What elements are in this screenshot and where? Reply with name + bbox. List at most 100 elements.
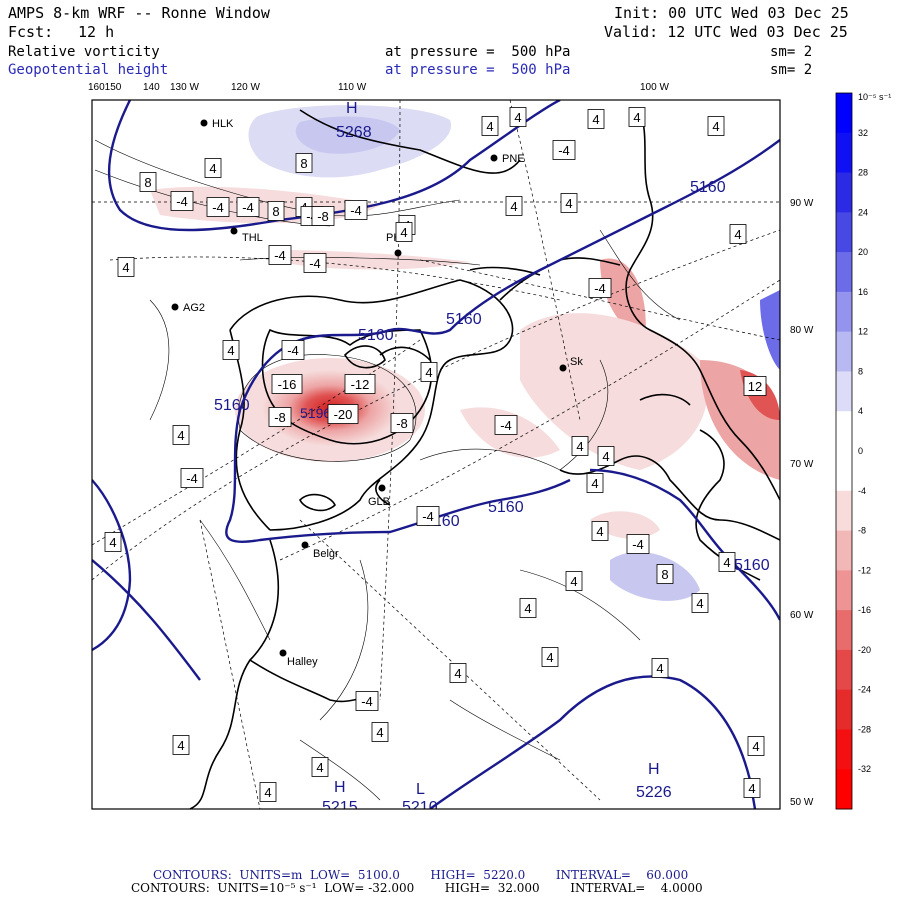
vorticity-value-label: 4: [743, 778, 761, 798]
vorticity-value-label: 4: [565, 571, 583, 591]
colorbar-swatch: [836, 291, 852, 333]
vorticity-value-label: 4: [117, 257, 135, 277]
svg-text:4: 4: [316, 760, 323, 775]
field1-level: at pressure = 500 hPa: [385, 44, 571, 60]
svg-text:4: 4: [734, 227, 741, 242]
colorbar-label: 16: [858, 287, 868, 297]
svg-text:-4: -4: [186, 471, 198, 486]
colorbar-label: 20: [858, 247, 868, 257]
field1-smoothing: sm= 2: [770, 44, 813, 60]
vorticity-value-label: 4: [222, 340, 240, 360]
svg-text:4: 4: [596, 524, 603, 539]
svg-text:4: 4: [592, 112, 599, 127]
vorticity-value-label: -4: [180, 468, 204, 488]
svg-text:4: 4: [591, 476, 598, 491]
lon-label-160: 160150: [88, 82, 122, 93]
vorticity-value-label: 8: [656, 564, 674, 584]
vorticity-value-label: 4: [560, 193, 578, 213]
model-title: AMPS 8-km WRF -- Ronne Window: [8, 4, 270, 22]
svg-text:4: 4: [712, 119, 719, 134]
svg-text:4: 4: [425, 365, 432, 380]
vorticity-value-label: 4: [628, 107, 646, 127]
vorticity-value-label: 4: [204, 158, 222, 178]
vorticity-value-label: 4: [259, 782, 277, 802]
colorbar-swatch: [836, 411, 852, 452]
vorticity-value-label: 4: [395, 222, 413, 242]
height-value: 5160: [214, 397, 250, 414]
footer-height-contours: CONTOURS: UNITS=m LOW= 5100.0 HIGH= 5220…: [153, 868, 689, 882]
field2-level: at pressure = 500 hPa: [385, 62, 571, 78]
vorticity-value-label: 4: [172, 425, 190, 445]
lon-label-100w: 100 W: [640, 82, 669, 93]
svg-text:12: 12: [748, 379, 762, 394]
height-value: 5215: [322, 799, 358, 816]
lat-label-80w: 80 W: [790, 325, 814, 336]
footer-vorticity-contours: CONTOURS: UNITS=10⁻⁵ s⁻¹ LOW= -32.000 HI…: [131, 881, 703, 895]
height-value: 5196: [300, 405, 331, 421]
high-label: H: [648, 761, 660, 778]
vorticity-value-label: 4: [691, 593, 709, 613]
height-value: 5160: [690, 179, 726, 196]
vorticity-value-label: 4: [597, 446, 615, 466]
svg-text:8: 8: [272, 204, 279, 219]
svg-text:4: 4: [748, 781, 755, 796]
low-label: L: [416, 781, 425, 798]
vorticity-value-label: -20: [327, 404, 359, 424]
station-pne: PNE: [502, 153, 525, 165]
vorticity-value-label: 4: [371, 722, 389, 742]
svg-text:4: 4: [752, 739, 759, 754]
svg-text:-20: -20: [334, 407, 353, 422]
colorbar-swatch: [836, 451, 852, 492]
svg-text:4: 4: [576, 439, 583, 454]
svg-text:4: 4: [723, 555, 730, 570]
colorbar-swatch: [836, 132, 852, 174]
svg-text:4: 4: [602, 449, 609, 464]
height-value: 5268: [336, 124, 372, 141]
vorticity-value-label: 4: [420, 362, 438, 382]
vorticity-value-label: -4: [552, 140, 576, 160]
init-time: Init: 00 UTC Wed 03 Dec 25: [614, 4, 849, 22]
colorbar-swatch: [836, 729, 852, 770]
svg-text:4: 4: [633, 110, 640, 125]
height-value: 5160: [446, 311, 482, 328]
svg-text:-12: -12: [351, 377, 370, 392]
vorticity-value-label: -4: [206, 197, 230, 217]
svg-text:4: 4: [177, 428, 184, 443]
colorbar-label: 4: [858, 406, 863, 416]
forecast-hour: 12 h: [78, 23, 115, 41]
colorbar-label: -16: [858, 605, 871, 615]
colorbar-swatch: [836, 172, 852, 213]
vorticity-value-label: 4: [172, 735, 190, 755]
coastline: [189, 109, 780, 809]
map-body: HLK PNE THL PHE AG2 Sk GLB Belgr Halley …: [92, 100, 780, 816]
station-thl: THL: [242, 232, 263, 244]
forecast-label: Fcst:: [8, 23, 54, 41]
svg-text:4: 4: [209, 161, 216, 176]
colorbar-swatch: [836, 212, 852, 253]
colorbar-swatch: [836, 689, 852, 730]
vorticity-value-label: -4: [344, 200, 368, 220]
vorticity-value-label: 4: [729, 224, 747, 244]
svg-text:4: 4: [122, 260, 129, 275]
svg-text:-4: -4: [212, 200, 224, 215]
svg-text:4: 4: [454, 666, 461, 681]
vorticity-value-label: -12: [344, 374, 376, 394]
lon-label-120w: 120 W: [231, 82, 260, 93]
vorticity-value-label: 4: [707, 116, 725, 136]
svg-text:4: 4: [570, 574, 577, 589]
svg-text:-4: -4: [422, 509, 434, 524]
colorbar-swatch: [836, 649, 852, 691]
lon-label-110w: 110 W: [338, 82, 367, 93]
colorbar-label: 8: [858, 366, 863, 376]
vorticity-value-label: -4: [355, 691, 379, 711]
svg-text:-16: -16: [278, 377, 297, 392]
vorticity-value-label: 8: [139, 172, 157, 192]
vorticity-labels: 4444484-4-48-448-4-8-4444-4-444-4-444-44…: [104, 107, 767, 802]
vorticity-value-label: -4: [236, 197, 260, 217]
colorbar-frame: [835, 92, 853, 810]
svg-text:8: 8: [300, 156, 307, 171]
height-value: 5160: [488, 499, 524, 516]
colorbar-label: -20: [858, 645, 871, 655]
vorticity-value-label: 4: [104, 532, 122, 552]
station-ag2: AG2: [183, 302, 205, 314]
